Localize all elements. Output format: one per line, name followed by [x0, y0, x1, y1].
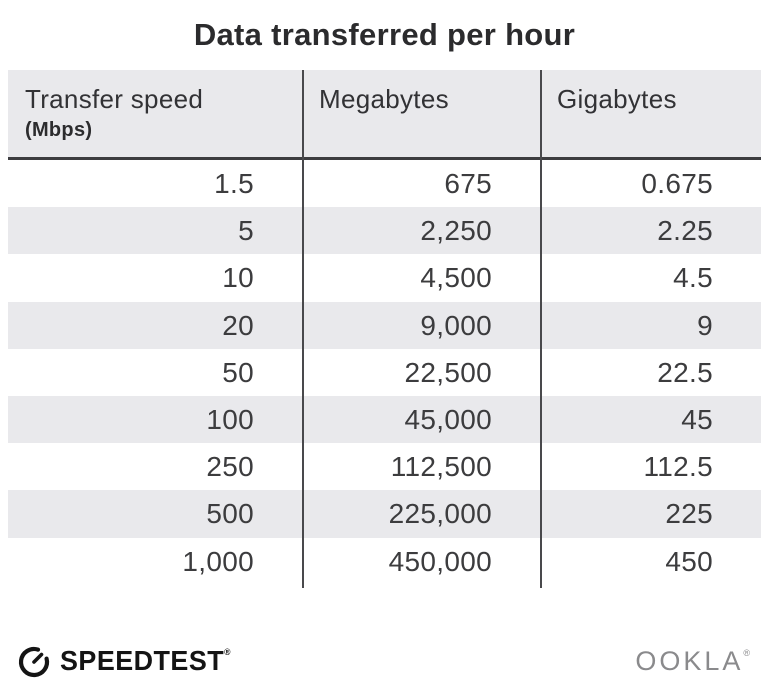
column-divider [540, 70, 542, 588]
table-row: 500 225,000 225 [8, 490, 761, 538]
speedtest-wordmark: SPEEDTEST® [60, 645, 231, 676]
header-label: Gigabytes [557, 84, 677, 114]
table-cell: 9,000 [420, 309, 492, 341]
table-row: 1.5 675 0.675 [8, 160, 761, 207]
table-row: 50 22,500 22.5 [8, 349, 761, 396]
data-table: Transfer speed (Mbps) Megabytes Gigabyte… [8, 70, 761, 588]
speedtest-logo: SPEEDTEST® [16, 643, 238, 679]
table-row: 5 2,250 2.25 [8, 207, 761, 255]
speedometer-gauge-icon [16, 643, 52, 679]
table-cell: 4,500 [420, 262, 492, 294]
page-title: Data transferred per hour [193, 17, 576, 52]
column-divider [302, 70, 304, 588]
table-cell: 5 [238, 215, 254, 247]
table-cell: 22.5 [657, 356, 713, 388]
table-cell: 45 [681, 403, 713, 435]
table-cell: 112,500 [390, 451, 492, 483]
header-cell-megabytes: Megabytes [302, 70, 540, 157]
table-cell: 112.5 [643, 451, 713, 483]
table-cell: 1.5 [214, 168, 254, 199]
table-cell: 675 [444, 168, 492, 199]
footer: SPEEDTEST® OOKLA® [16, 636, 753, 686]
table-body: 1.5 675 0.675 5 2,250 2.25 10 4,500 4.5 20 9,000 9 5… [8, 160, 761, 585]
ookla-wordmark: OOKLA® [635, 645, 753, 676]
table-cell: 22,500 [404, 356, 492, 388]
table-cell: 10 [222, 262, 254, 294]
header-unit-label: (Mbps) [25, 119, 93, 141]
table-row: 1,000 450,000 450 [8, 538, 761, 585]
table-row: 250 112,500 112.5 [8, 443, 761, 490]
table-cell: 2.25 [657, 215, 713, 247]
table-cell: 225 [665, 498, 713, 530]
registered-trademark-symbol: ® [743, 647, 753, 658]
header-label: Megabytes [319, 84, 449, 114]
registered-trademark-symbol: ® [224, 647, 231, 657]
table-cell: 450 [665, 545, 713, 577]
table-cell: 100 [206, 403, 254, 435]
table-cell: 0.675 [641, 168, 713, 199]
table-cell: 250 [206, 451, 254, 483]
table-cell: 45,000 [404, 403, 492, 435]
table-row: 10 4,500 4.5 [8, 254, 761, 301]
header-cell-gigabytes: Gigabytes [540, 70, 761, 157]
table-cell: 1,000 [182, 545, 254, 577]
header-label: Transfer speed [25, 84, 204, 114]
table-cell: 4.5 [673, 262, 713, 294]
table-cell: 225,000 [388, 498, 492, 530]
table-row: 100 45,000 45 [8, 395, 761, 444]
table-cell: 450,000 [388, 545, 492, 577]
table-cell: 2,250 [420, 215, 492, 247]
table-cell: 50 [222, 356, 254, 388]
header-cell-transfer-speed: Transfer speed (Mbps) [8, 70, 302, 157]
table-cell: 500 [206, 498, 254, 530]
table-row: 20 9,000 9 [8, 301, 761, 349]
table-cell: 20 [222, 309, 254, 341]
table-cell: 9 [697, 309, 713, 341]
table-header-row: Transfer speed (Mbps) Megabytes Gigabyte… [8, 70, 761, 160]
